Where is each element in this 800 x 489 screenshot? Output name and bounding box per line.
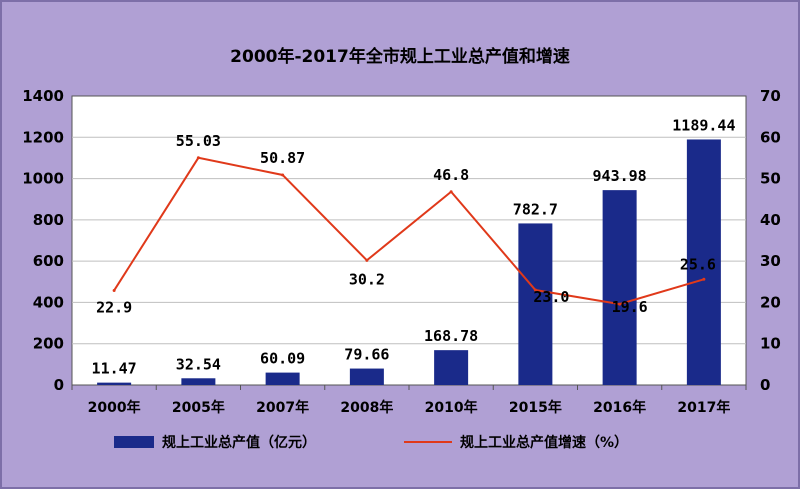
legend-bar: 规上工业总产值（亿元） [114,432,316,452]
bar-value-label: 168.78 [424,327,478,345]
x-tick-label: 2016年 [593,399,646,416]
legend-line-swatch [404,441,452,443]
bar [265,372,300,385]
bar [181,378,216,385]
bar [518,223,553,385]
line-value-label: 19.6 [612,298,648,316]
y-left-tick-label: 200 [33,335,64,353]
x-tick-label: 2005年 [172,399,225,416]
line-layer [112,156,706,306]
y-left-tick-label: 1000 [22,170,64,188]
chart-title: 2000年-2017年全市规上工业总产值和增速 [230,47,570,67]
y-left-tick-label: 1400 [22,87,64,105]
growth-line [113,156,705,306]
bar [434,350,469,385]
line-value-label: 23.0 [533,288,569,306]
y-left-tick-label: 800 [33,211,64,229]
line-value-label: 55.03 [176,132,221,150]
y-right-tick-label: 10 [760,335,781,353]
x-tick-label: 2008年 [340,399,393,416]
y-right-tick-label: 60 [760,128,781,146]
bar-value-label: 1189.44 [672,116,735,134]
bar [97,382,132,385]
bar [602,190,637,385]
y-left-tick-label: 1200 [22,128,64,146]
legend-bar-swatch [114,436,154,448]
line-value-label: 25.6 [680,255,716,273]
line-value-label: 50.87 [260,149,305,167]
y-left-tick-label: 400 [33,293,64,311]
bar-layer [97,139,721,385]
y-right-tick-label: 70 [760,87,781,105]
line-point [365,258,369,262]
bar-value-label: 11.47 [92,360,137,378]
bar-value-label: 60.09 [260,350,305,368]
x-tick-label: 2010年 [425,399,478,416]
line-point [618,302,622,306]
x-tick-label: 2000年 [88,399,141,416]
bar [686,139,721,385]
y-right-tick-label: 20 [760,293,781,311]
legend-line-label: 规上工业总产值增速（%） [460,435,629,451]
bar-value-label: 782.7 [513,200,558,218]
label-layer: 11.47 32.54 60.09 79.66 168.78 782.7 943.98 118… [92,116,736,377]
x-tick-label: 2017年 [677,399,730,416]
y-left-tick-label: 600 [33,252,64,270]
line-point [533,288,537,292]
y-left-tick-label: 0 [54,376,64,394]
line-value-label: 22.9 [96,298,132,316]
bar-value-label: 79.66 [344,346,389,364]
line-point [449,190,453,194]
x-tick-label: 2007年 [256,399,309,416]
y-right-tick-label: 50 [760,170,781,188]
line-value-label: 46.8 [433,166,469,184]
y-right-tick-label: 40 [760,211,781,229]
bar-value-label: 943.98 [593,167,647,185]
line-point [196,156,200,160]
line-point [281,173,285,177]
x-tick-label: 2015年 [509,399,562,416]
y-right-tick-label: 30 [760,252,781,270]
y-right-tick-label: 0 [760,376,770,394]
plot-area [71,95,747,386]
bar-value-label: 32.54 [176,355,221,373]
axis-layer: 0 200 400 600 800 1000 1200 1400 0 10 20 30 40 50 60 70… [22,87,781,416]
line-value-label: 30.2 [349,270,385,288]
line-point [112,288,116,292]
legend-line: 规上工业总产值增速（%） [404,432,628,452]
legend-bar-label: 规上工业总产值（亿元） [162,435,316,451]
bar [349,368,384,385]
line-point [702,277,706,281]
